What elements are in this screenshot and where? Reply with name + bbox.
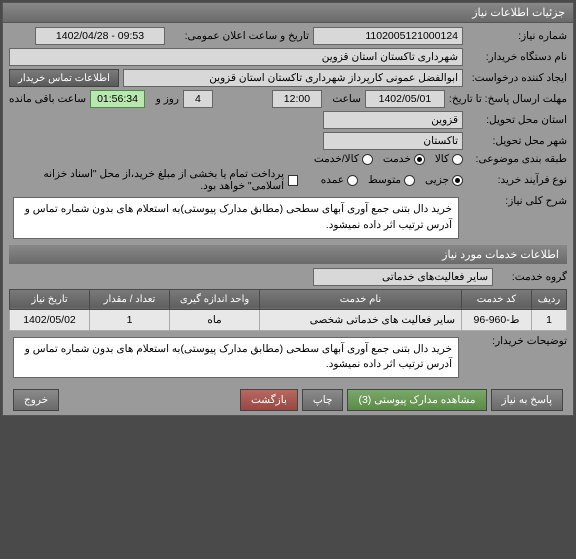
radio-minor[interactable]: جزیی <box>425 174 463 186</box>
need-no-value: 1102005121000124 <box>313 27 463 45</box>
th-name: نام خدمت <box>260 289 462 309</box>
buy-process-label: نوع فرآیند خرید: <box>467 174 567 186</box>
deadline-date: 1402/05/01 <box>365 90 445 108</box>
deadline-time: 12:00 <box>272 90 322 108</box>
subject-group-label: طبقه بندی موضوعی: <box>467 153 567 165</box>
radio-major[interactable]: عمده <box>321 174 358 186</box>
countdown-value: 01:56:34 <box>90 90 145 108</box>
radio-service[interactable]: خدمت <box>383 153 425 165</box>
td-code: ط-960-96 <box>462 309 532 330</box>
exit-button[interactable]: خروج <box>13 389 59 411</box>
need-no-label: شماره نیاز: <box>467 30 567 42</box>
buyer-name-value: شهرداری تاکستان استان قزوین <box>9 48 463 66</box>
radio-goods[interactable]: کالا <box>435 153 463 165</box>
info-panel: جزئیات اطلاعات نیاز شماره نیاز: 11020051… <box>2 2 574 416</box>
subject-radio-group: کالا خدمت کالا/خدمت <box>314 153 463 165</box>
city-value: تاکستان <box>323 132 463 150</box>
form-area: شماره نیاز: 1102005121000124 تاریخ و ساع… <box>3 23 573 415</box>
buyer-notes-box: خرید دال بتنی جمع آوری آبهای سطحی (مطابق… <box>13 337 459 379</box>
td-name: سایر فعالیت های خدماتی شخصی <box>260 309 462 330</box>
button-bar: پاسخ به نیاز مشاهده مدارک پیوستی (3) چاپ… <box>9 383 567 411</box>
radio-medium[interactable]: متوسط <box>368 174 415 186</box>
th-qty: تعداد / مقدار <box>90 289 170 309</box>
city-label: شهر محل تحویل: <box>467 135 567 147</box>
treasury-checkbox[interactable] <box>288 175 298 186</box>
requester-value: ابوالفضل عمونی کارپرداز شهرداری تاکستان … <box>123 69 463 87</box>
province-value: قزوین <box>323 111 463 129</box>
back-button[interactable]: بازگشت <box>240 389 298 411</box>
td-date: 1402/05/02 <box>10 309 90 330</box>
print-button[interactable]: چاپ <box>302 389 344 411</box>
buyer-notes-label: توضیحات خریدار: <box>467 335 567 347</box>
contact-info-button[interactable]: اطلاعات تماس خریدار <box>9 69 119 87</box>
payment-note: پرداخت تمام یا بخشی از مبلغ خرید،از محل … <box>9 168 284 192</box>
table-header-row: ردیف کد خدمت نام خدمت واحد اندازه گیری ت… <box>10 289 567 309</box>
day-and-label: روز و <box>149 93 179 105</box>
province-label: استان محل تحویل: <box>467 114 567 126</box>
th-date: تاریخ نیاز <box>10 289 90 309</box>
group-label: گروه خدمت: <box>497 271 567 283</box>
process-radio-group: جزیی متوسط عمده <box>321 174 463 186</box>
group-value: سایر فعالیت‌های خدماتی <box>313 268 493 286</box>
announce-date-label: تاریخ و ساعت اعلان عمومی: <box>169 30 309 42</box>
announce-date-value: 1402/04/28 - 09:53 <box>35 27 165 45</box>
remaining-label: ساعت باقی مانده <box>9 93 86 105</box>
services-table: ردیف کد خدمت نام خدمت واحد اندازه گیری ت… <box>9 289 567 331</box>
panel-title: جزئیات اطلاعات نیاز <box>3 3 573 23</box>
td-unit: ماه <box>170 309 260 330</box>
table-row: 1 ط-960-96 سایر فعالیت های خدماتی شخصی م… <box>10 309 567 330</box>
attachments-button[interactable]: مشاهده مدارک پیوستی (3) <box>347 389 486 411</box>
td-qty: 1 <box>90 309 170 330</box>
radio-both[interactable]: کالا/خدمت <box>314 153 373 165</box>
reply-button[interactable]: پاسخ به نیاز <box>491 389 563 411</box>
th-code: کد خدمت <box>462 289 532 309</box>
days-value: 4 <box>183 90 213 108</box>
services-header: اطلاعات خدمات مورد نیاز <box>9 245 567 264</box>
td-row: 1 <box>532 309 567 330</box>
buyer-name-label: نام دستگاه خریدار: <box>467 51 567 63</box>
th-row: ردیف <box>532 289 567 309</box>
th-unit: واحد اندازه گیری <box>170 289 260 309</box>
need-desc-box: خرید دال بتنی جمع آوری آبهای سطحی (مطابق… <box>13 197 459 239</box>
need-desc-label: شرح کلی نیاز: <box>467 195 567 207</box>
requester-label: ایجاد کننده درخواست: <box>467 72 567 84</box>
time-label: ساعت <box>326 93 361 105</box>
deadline-label: مهلت ارسال پاسخ: تا تاریخ: <box>449 93 567 105</box>
